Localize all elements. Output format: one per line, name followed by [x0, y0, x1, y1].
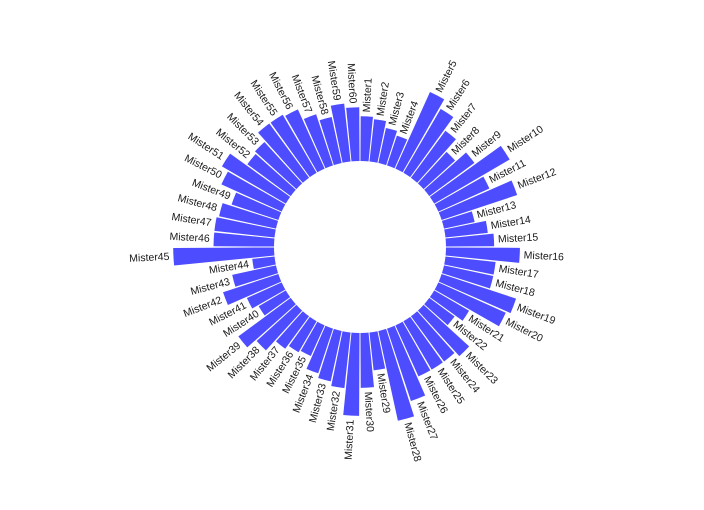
bar-label-mister60: Mister60 — [345, 63, 359, 104]
bar-mister45 — [173, 247, 275, 266]
bar-mister54 — [258, 123, 310, 183]
bar-mister27 — [387, 325, 426, 401]
bar-label-mister1: Mister1 — [361, 78, 375, 113]
bar-mister33 — [318, 328, 342, 382]
bar-label-mister47: Mister47 — [171, 211, 213, 229]
bar-mister48 — [219, 203, 279, 229]
bar-mister56 — [285, 109, 325, 173]
bar-mister39 — [238, 297, 296, 348]
bar-mister53 — [254, 141, 303, 190]
bar-mister5 — [395, 92, 445, 173]
bar-mister36 — [288, 316, 317, 353]
bar-mister59 — [330, 103, 351, 163]
bar-mister25 — [403, 316, 443, 370]
bar-mister22 — [424, 297, 455, 326]
bar-mister9 — [424, 152, 475, 197]
bar-mister16 — [445, 247, 520, 263]
bar-mister44 — [252, 256, 276, 269]
bar-mister57 — [303, 114, 333, 169]
bar-mister29 — [369, 331, 386, 371]
bar-mister34 — [306, 325, 333, 374]
bar-label-mister28: Mister28 — [401, 421, 423, 463]
bar-label-mister32: Mister32 — [325, 390, 343, 432]
bar-mister20 — [434, 282, 506, 327]
bar-mister60 — [346, 107, 360, 162]
bar-label-mister31: Mister31 — [343, 419, 357, 460]
bar-mister40 — [258, 290, 291, 316]
bar-mister49 — [231, 192, 282, 220]
bar-mister43 — [232, 265, 279, 287]
bar-mister31 — [343, 332, 360, 416]
bar-label-mister45: Mister45 — [129, 251, 170, 265]
bar-mister37 — [275, 311, 310, 349]
bar-mister11 — [434, 176, 490, 212]
bar-mister46 — [213, 232, 275, 247]
bar-label-mister30: Mister30 — [362, 391, 376, 432]
bar-mister51 — [221, 153, 291, 204]
bar-mister41 — [246, 282, 286, 309]
bar-mister21 — [429, 290, 470, 321]
bar-mister42 — [223, 274, 282, 305]
bar-mister24 — [410, 311, 455, 362]
bar-label-mister10: Mister10 — [505, 123, 545, 155]
bar-mister4 — [387, 135, 408, 169]
bar-mister17 — [444, 256, 496, 275]
bar-mister14 — [444, 220, 488, 238]
bar-mister28 — [378, 328, 415, 421]
bar-label-mister15: Mister15 — [498, 231, 539, 245]
bar-label-mister46: Mister46 — [169, 231, 210, 245]
bar-mister55 — [270, 114, 317, 178]
bar-mister30 — [360, 332, 374, 388]
bar-mister3 — [378, 127, 398, 166]
bar-mister35 — [300, 321, 325, 356]
bar-mister52 — [247, 154, 296, 197]
bar-mister10 — [429, 145, 510, 204]
bar-mister8 — [417, 151, 456, 190]
bar-mister47 — [214, 217, 276, 238]
bar-mister1 — [360, 116, 373, 162]
bar-label-mister14: Mister14 — [490, 214, 532, 232]
bar-mister15 — [445, 233, 495, 247]
bar-mister19 — [438, 274, 517, 314]
bar-mister12 — [438, 180, 518, 220]
bars-layer — [173, 92, 520, 421]
bar-mister38 — [256, 304, 303, 351]
bar-mister2 — [369, 119, 387, 163]
bar-mister58 — [319, 117, 342, 166]
bar-label-mister2: Mister2 — [375, 81, 392, 117]
bar-mister23 — [417, 304, 470, 357]
bar-label-mister59: Mister59 — [325, 60, 343, 102]
bar-mister7 — [410, 130, 456, 183]
bar-mister50 — [221, 171, 286, 212]
bar-mister26 — [395, 321, 431, 377]
bar-mister6 — [403, 108, 454, 178]
bar-label-mister16: Mister16 — [523, 249, 564, 263]
bar-mister18 — [441, 265, 494, 289]
bar-mister13 — [441, 211, 475, 229]
bar-mister32 — [331, 331, 351, 389]
